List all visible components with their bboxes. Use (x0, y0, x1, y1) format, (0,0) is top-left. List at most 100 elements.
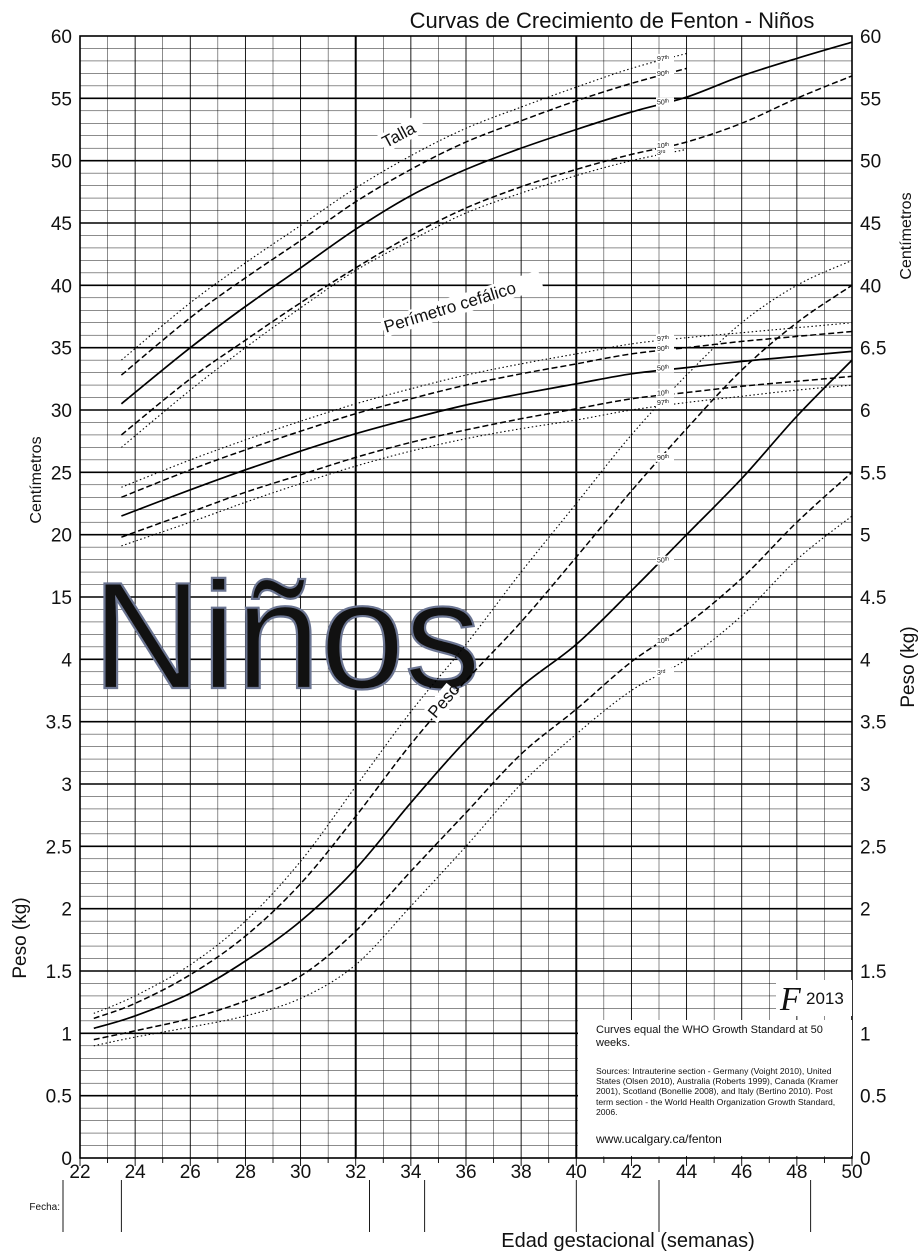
curve-talla-10th (120, 75, 853, 436)
info-url[interactable]: www.ucalgary.ca/fenton (596, 1132, 722, 1146)
x-tick-label: 24 (125, 1162, 147, 1183)
x-tick-label: 48 (786, 1162, 807, 1183)
logo-year: 2013 (806, 989, 844, 1008)
percentile-tag-bg (656, 97, 674, 107)
left-tick-label: 45 (51, 214, 72, 235)
left-tick-label: 35 (51, 339, 72, 360)
percentile-tag: 10th (657, 142, 669, 150)
percentile-tag-bg (656, 363, 674, 373)
x-tick-label: 22 (69, 1162, 90, 1183)
x-tick-label: 30 (290, 1162, 311, 1183)
x-tick-label: 50 (841, 1162, 862, 1183)
right-tick-label: 0 (860, 1149, 871, 1170)
x-tick-label: 44 (676, 1162, 698, 1183)
date-label: Fecha: (29, 1202, 60, 1213)
percentile-tag: 3rd (657, 669, 666, 677)
left-tick-label: 20 (51, 526, 72, 547)
left-tick-label: 50 (51, 152, 72, 173)
right-tick-label: 1 (860, 1024, 871, 1045)
curve-label: Perímetro cefálico (382, 278, 519, 336)
left-tick-label: 3.5 (46, 713, 72, 734)
percentile-tag: 50th (657, 99, 669, 107)
percentile-tag: 90th (657, 454, 669, 462)
percentile-tag: 50th (657, 365, 669, 373)
percentile-tag: 97th (657, 335, 669, 343)
right-tick-label: 50 (860, 152, 881, 173)
percentile-tag: 3rd (657, 149, 666, 157)
info-sources: Sources: Intrauterine section - Germany … (596, 1066, 839, 1117)
percentile-tag-bg (656, 148, 674, 158)
curve-peso-90th (93, 284, 853, 1020)
left-tick-label: 0 (61, 1149, 72, 1170)
info-main-text: Curves equal the WHO Growth Standard at … (596, 1024, 823, 1049)
curve-perimetro-50th (121, 350, 853, 517)
left-tick-label: 15 (51, 588, 72, 609)
right-tick-label: 55 (860, 89, 881, 110)
watermark-text: Niños (92, 551, 481, 721)
right-tick-label: 60 (860, 27, 881, 48)
right-axis-upper-label: Centímetros (898, 192, 915, 279)
right-tick-label: 6.5 (860, 339, 886, 360)
x-tick-label: 28 (235, 1162, 256, 1183)
percentile-tag-bg (656, 333, 674, 343)
x-tick-label: 38 (511, 1162, 532, 1183)
left-tick-label: 1.5 (46, 962, 72, 983)
curve-perimetro-10th (121, 375, 853, 538)
x-tick-label: 46 (731, 1162, 752, 1183)
percentile-tag-bg (656, 53, 674, 63)
logo: F 2013 (776, 980, 852, 1018)
chart-title: Curvas de Crecimiento de Fenton - Niños (410, 8, 815, 33)
curve-talla-97th (121, 52, 687, 361)
right-tick-label: 0.5 (860, 1087, 886, 1108)
x-tick-label: 32 (345, 1162, 366, 1183)
percentile-tag: 97th (657, 55, 669, 63)
curve-talla-3rd (121, 148, 687, 448)
percentile-tag-bg (656, 388, 674, 398)
x-tick-label: 40 (566, 1162, 587, 1183)
curve-label-bg (377, 114, 427, 153)
percentile-tag: 50th (657, 557, 669, 565)
percentile-tag: 10th (657, 390, 669, 398)
right-tick-label: 2.5 (860, 837, 886, 858)
percentile-tag-bg (656, 555, 674, 565)
left-tick-label: 30 (51, 401, 72, 422)
percentile-tag-bg (656, 452, 674, 462)
right-tick-label: 45 (860, 214, 881, 235)
percentile-tag: 90th (657, 70, 669, 78)
axes: 22 24 26 28 30 32 34 36 38 40 42 44 46 48 506055504540… (46, 27, 887, 1183)
x-tick-label: 36 (455, 1162, 476, 1183)
left-tick-label: 3 (61, 775, 72, 796)
left-tick-label: 2.5 (46, 837, 72, 858)
right-tick-label: 1.5 (860, 962, 886, 983)
x-tick-label: 26 (180, 1162, 201, 1183)
curve-talla-50th (120, 41, 853, 405)
curve-label-bg (379, 270, 544, 338)
x-tick-label: 34 (400, 1162, 422, 1183)
right-tick-label: 40 (860, 276, 881, 297)
right-axis-lower-label: Peso (kg) (898, 626, 919, 707)
curve-peso-10th (93, 471, 853, 1041)
percentile-tag: 10th (657, 637, 669, 645)
curve-talla-90th (120, 67, 687, 376)
right-tick-label: 5.5 (860, 463, 886, 484)
left-tick-label: 25 (51, 463, 72, 484)
percentile-tag-bg (656, 667, 674, 677)
date-row: Fecha: (29, 1180, 812, 1232)
percentile-tag-bg (656, 343, 674, 353)
percentile-tag: 90th (657, 345, 669, 353)
percentile-tag-bg (656, 636, 674, 646)
percentile-tag-bg (656, 141, 674, 151)
left-axis-upper-label: Centímetros (28, 436, 45, 523)
percentile-tag: 97th (657, 399, 669, 407)
right-tick-label: 6 (860, 401, 871, 422)
curves (93, 41, 853, 1047)
x-axis-label: Edad gestacional (semanas) (501, 1230, 754, 1252)
curve-perimetro-90th (121, 330, 853, 498)
logo-mark: F (779, 981, 802, 1018)
right-tick-label: 3 (860, 775, 871, 796)
curve-peso-50th (93, 359, 853, 1030)
left-axis-lower-label: Peso (kg) (10, 897, 31, 978)
curve-perimetro-97th (121, 322, 853, 488)
left-tick-label: 2 (61, 900, 72, 921)
